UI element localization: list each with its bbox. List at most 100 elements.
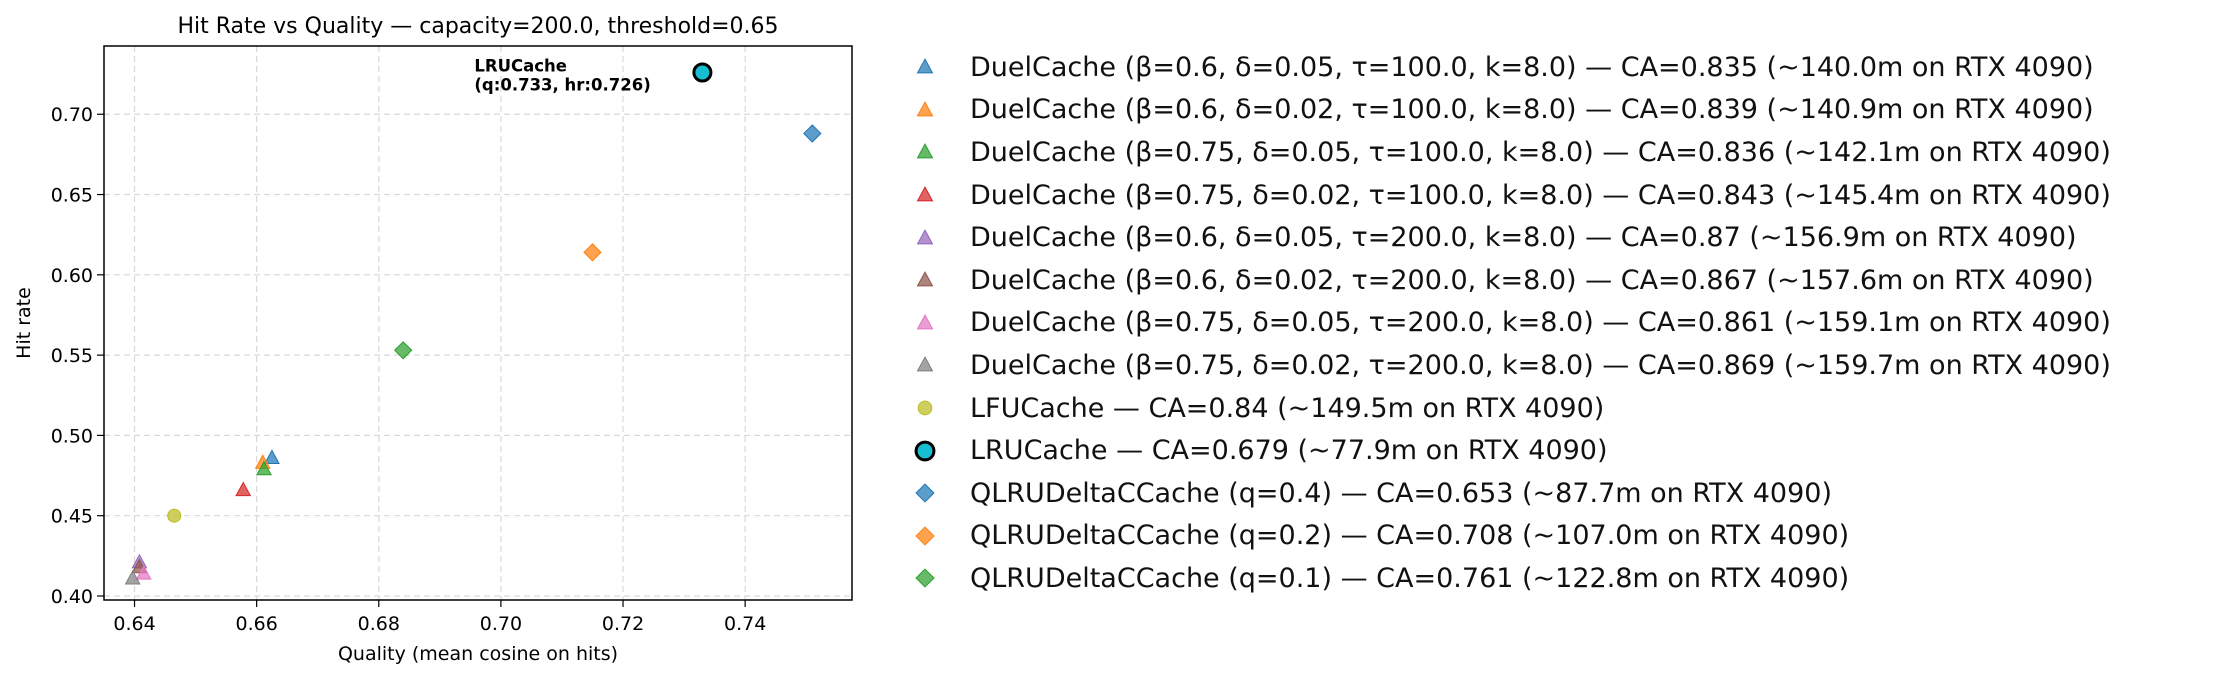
legend-marker-triangle bbox=[910, 137, 940, 167]
legend-label: QLRUDeltaCCache (q=0.1) — CA=0.761 (~122… bbox=[970, 562, 1850, 594]
x-tick-label: 0.72 bbox=[602, 613, 644, 635]
legend-marker-svg bbox=[915, 483, 935, 503]
legend-label: LRUCache — CA=0.679 (~77.9m on RTX 4090) bbox=[970, 435, 1608, 467]
legend-marker-svg bbox=[917, 400, 933, 416]
point-circle bbox=[167, 508, 182, 523]
grid bbox=[104, 46, 852, 600]
legend-marker-shape bbox=[915, 483, 935, 503]
point-triangle bbox=[235, 481, 252, 497]
legend-item: DuelCache (β=0.6, δ=0.05, τ=100.0, k=8.0… bbox=[900, 46, 2111, 89]
legend-item: DuelCache (β=0.6, δ=0.02, τ=200.0, k=8.0… bbox=[900, 259, 2111, 302]
legend-marker-shape bbox=[915, 526, 935, 546]
legend-item: QLRUDeltaCCache (q=0.2) — CA=0.708 (~107… bbox=[900, 515, 2111, 558]
x-tick-label: 0.68 bbox=[358, 613, 400, 635]
legend-label: DuelCache (β=0.6, δ=0.02, τ=200.0, k=8.0… bbox=[970, 264, 2094, 296]
legend-marker-svg bbox=[916, 228, 934, 245]
legend-marker-shape bbox=[916, 58, 934, 74]
y-tick-label: 0.55 bbox=[51, 345, 93, 367]
legend-marker-svg bbox=[915, 568, 935, 589]
legend-label: DuelCache (β=0.75, δ=0.02, τ=100.0, k=8.… bbox=[970, 179, 2111, 211]
legend-marker-svg bbox=[916, 143, 934, 159]
legend-label: QLRUDeltaCCache (q=0.2) — CA=0.708 (~107… bbox=[970, 520, 1850, 552]
data-points bbox=[124, 62, 822, 585]
legend-marker-svg bbox=[916, 186, 934, 202]
legend-marker-circle bbox=[910, 393, 940, 423]
legend-marker-shape bbox=[917, 400, 933, 416]
legend-marker-svg bbox=[916, 271, 934, 287]
legend-item: DuelCache (β=0.75, δ=0.02, τ=100.0, k=8.… bbox=[900, 174, 2111, 217]
plot-frame bbox=[103, 45, 853, 601]
legend-marker-shape bbox=[916, 228, 934, 245]
axis-ticks: 0.64 0.66 0.68 0.70 0.72 0.74 0.40 0.45 0.50 0.55… bbox=[51, 104, 767, 635]
point-diamond bbox=[803, 124, 822, 143]
legend-label: DuelCache (β=0.75, δ=0.05, τ=100.0, k=8.… bbox=[970, 136, 2111, 168]
y-tick-label: 0.40 bbox=[51, 586, 93, 608]
legend-marker-shape bbox=[916, 356, 934, 372]
y-tick-label: 0.45 bbox=[51, 506, 93, 528]
point-diamond bbox=[583, 243, 602, 262]
x-tick-label: 0.64 bbox=[113, 613, 155, 635]
annotation-line-2: (q:0.733, hr:0.726) bbox=[474, 75, 650, 94]
legend-marker-shape bbox=[916, 143, 934, 159]
lru-annotation: LRUCache (q:0.733, hr:0.726) bbox=[474, 56, 650, 94]
x-tick-label: 0.70 bbox=[480, 613, 522, 635]
legend-label: DuelCache (β=0.75, δ=0.02, τ=200.0, k=8.… bbox=[970, 349, 2111, 381]
point-circle-large bbox=[692, 62, 713, 83]
point-triangle bbox=[256, 460, 272, 476]
legend-marker-circle-large bbox=[910, 436, 940, 466]
legend-marker-shape bbox=[915, 568, 935, 589]
point-diamond bbox=[393, 341, 413, 360]
legend-item: DuelCache (β=0.75, δ=0.05, τ=100.0, k=8.… bbox=[900, 131, 2111, 174]
y-tick-label: 0.65 bbox=[51, 185, 93, 207]
x-tick-label: 0.66 bbox=[235, 613, 277, 635]
annotation-line-1: LRUCache bbox=[474, 56, 567, 75]
legend-marker-shape bbox=[916, 186, 934, 202]
legend-marker-svg bbox=[915, 526, 935, 546]
legend-label: DuelCache (β=0.6, δ=0.05, τ=200.0, k=8.0… bbox=[970, 222, 2077, 254]
x-tick-label: 0.74 bbox=[724, 613, 766, 635]
legend-marker-triangle bbox=[910, 180, 940, 210]
legend-marker-shape bbox=[916, 100, 934, 117]
legend-marker-triangle bbox=[910, 308, 940, 338]
point-triangle bbox=[124, 569, 141, 585]
legend-item: DuelCache (β=0.6, δ=0.02, τ=100.0, k=8.0… bbox=[900, 89, 2111, 132]
legend-marker-svg bbox=[916, 100, 934, 117]
legend-label: QLRUDeltaCCache (q=0.4) — CA=0.653 (~87.… bbox=[970, 477, 1832, 509]
legend-marker-shape bbox=[916, 271, 934, 287]
legend-item: DuelCache (β=0.75, δ=0.05, τ=200.0, k=8.… bbox=[900, 302, 2111, 345]
point-triangle bbox=[263, 449, 280, 465]
legend-marker-triangle bbox=[910, 52, 940, 82]
legend-marker-diamond bbox=[910, 521, 940, 551]
chart: 0.64 0.66 0.68 0.70 0.72 0.74 0.40 0.45 0.50 0.55… bbox=[13, 14, 853, 665]
point-triangle bbox=[135, 564, 152, 580]
legend-item: DuelCache (β=0.6, δ=0.05, τ=200.0, k=8.0… bbox=[900, 216, 2111, 259]
legend-marker-shape bbox=[916, 313, 934, 330]
y-tick-label: 0.60 bbox=[51, 265, 93, 287]
legend-marker-diamond bbox=[910, 478, 940, 508]
legend-item: QLRUDeltaCCache (q=0.1) — CA=0.761 (~122… bbox=[900, 557, 2111, 600]
legend-marker-triangle bbox=[910, 265, 940, 295]
y-tick-label: 0.70 bbox=[51, 104, 93, 126]
legend-marker-triangle bbox=[910, 95, 940, 125]
legend-marker-svg bbox=[916, 58, 934, 74]
legend-marker-shape bbox=[914, 440, 936, 462]
legend-label: DuelCache (β=0.6, δ=0.05, τ=100.0, k=8.0… bbox=[970, 51, 2094, 83]
legend-marker-triangle bbox=[910, 223, 940, 253]
legend-marker-triangle bbox=[910, 350, 940, 380]
legend-marker-svg bbox=[914, 440, 936, 462]
legend-item: LFUCache — CA=0.84 (~149.5m on RTX 4090) bbox=[900, 387, 2111, 430]
legend-marker-diamond bbox=[910, 563, 940, 593]
legend-item: LRUCache — CA=0.679 (~77.9m on RTX 4090) bbox=[900, 429, 2111, 472]
y-axis-label: Hit rate bbox=[13, 287, 35, 359]
y-tick-label: 0.50 bbox=[51, 425, 93, 447]
legend-marker-svg bbox=[916, 313, 934, 330]
legend-label: LFUCache — CA=0.84 (~149.5m on RTX 4090) bbox=[970, 392, 1605, 424]
chart-title: Hit Rate vs Quality — capacity=200.0, th… bbox=[177, 14, 778, 39]
legend-label: DuelCache (β=0.75, δ=0.05, τ=200.0, k=8.… bbox=[970, 307, 2111, 339]
legend-item: DuelCache (β=0.75, δ=0.02, τ=200.0, k=8.… bbox=[900, 344, 2111, 387]
x-axis-label: Quality (mean cosine on hits) bbox=[338, 643, 618, 665]
legend-item: QLRUDeltaCCache (q=0.4) — CA=0.653 (~87.… bbox=[900, 472, 2111, 515]
legend-marker-svg bbox=[916, 356, 934, 372]
legend-label: DuelCache (β=0.6, δ=0.02, τ=100.0, k=8.0… bbox=[970, 94, 2094, 126]
legend: DuelCache (β=0.6, δ=0.05, τ=100.0, k=8.0… bbox=[900, 46, 2111, 600]
